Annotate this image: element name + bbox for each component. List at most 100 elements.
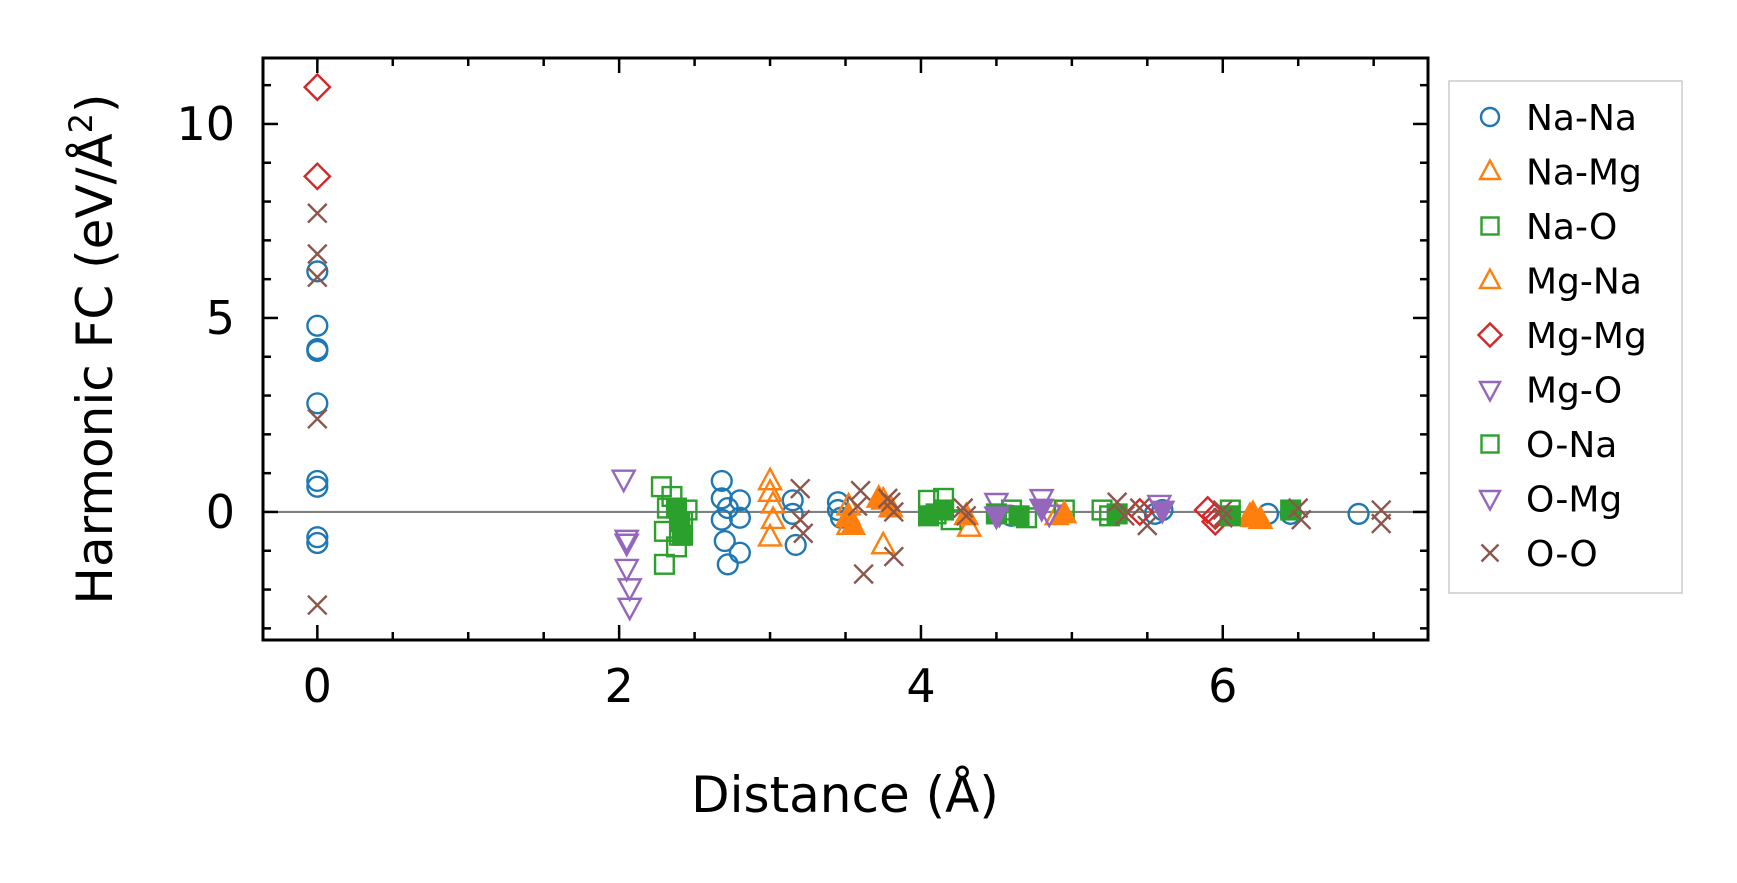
data-point	[710, 508, 733, 531]
data-point	[757, 522, 784, 547]
data-point	[306, 469, 329, 493]
data-point	[616, 597, 643, 622]
x-tick-label: 0	[303, 659, 332, 713]
data-point	[1193, 495, 1223, 525]
data-point	[757, 477, 784, 503]
data-point	[728, 489, 751, 512]
y-axis-title-close: )	[66, 93, 124, 113]
y-tick-label: 10	[176, 97, 235, 151]
series-o-o	[307, 203, 1392, 616]
data-point	[790, 509, 811, 530]
data-point	[1247, 505, 1274, 530]
data-point	[793, 523, 814, 544]
legend-marker	[1476, 321, 1504, 349]
data-point	[1288, 497, 1309, 519]
data-point	[953, 501, 980, 526]
data-point	[716, 553, 739, 576]
legend-item-o-na: O-Na	[1480, 425, 1617, 466]
data-point	[1212, 507, 1233, 528]
legend-label: Na-O	[1526, 207, 1617, 248]
legend-label: Mg-Mg	[1526, 316, 1647, 357]
series-mg-mg	[302, 72, 1230, 537]
data-point	[728, 506, 751, 529]
data-point	[728, 541, 751, 564]
legend-item-o-o: O-O	[1480, 534, 1598, 575]
series-mg-na	[835, 483, 1274, 535]
tick-labels: 0 2 4 6 0 5 10	[176, 97, 1237, 713]
legend-label: Na-Na	[1526, 98, 1637, 139]
data-points	[302, 72, 1392, 622]
data-point	[307, 267, 328, 288]
data-point	[1371, 513, 1392, 534]
data-point	[616, 578, 643, 603]
data-point	[1137, 515, 1158, 536]
legend-marker	[1477, 489, 1503, 513]
data-point	[306, 392, 329, 415]
data-point	[853, 563, 874, 585]
legend-label: O-O	[1526, 534, 1598, 575]
x-tick-label: 4	[906, 659, 935, 713]
data-point	[306, 526, 329, 549]
x-tick-label: 2	[604, 659, 633, 713]
data-point	[790, 478, 811, 499]
data-point	[613, 558, 640, 583]
data-point	[1008, 505, 1030, 527]
legend-item-mg-na: Mg-Na	[1477, 262, 1642, 303]
data-point	[306, 475, 329, 498]
data-point	[671, 524, 694, 546]
data-point	[307, 203, 328, 224]
legend-marker	[1480, 543, 1500, 563]
legend-label: Mg-O	[1526, 371, 1622, 412]
axis-ticks	[263, 58, 1428, 640]
plot-frame	[261, 56, 1430, 642]
data-point	[302, 161, 332, 191]
data-point	[1028, 498, 1055, 523]
data-point	[307, 408, 328, 430]
legend-item-na-na: Na-Na	[1479, 98, 1637, 139]
legend-item-mg-o: Mg-O	[1477, 371, 1622, 412]
data-point	[613, 529, 640, 554]
data-point	[1149, 500, 1176, 525]
data-point	[306, 531, 329, 555]
data-point	[710, 469, 733, 493]
data-point	[983, 506, 1010, 531]
data-point	[883, 501, 904, 523]
y-tick-label: 0	[206, 485, 235, 539]
data-point	[933, 499, 955, 521]
data-point	[1129, 497, 1150, 519]
legend-marker	[1477, 380, 1503, 404]
data-point	[760, 505, 787, 530]
data-point	[713, 529, 736, 553]
data-point	[1212, 499, 1233, 521]
data-point	[781, 502, 804, 526]
data-point	[1291, 509, 1312, 530]
legend-item-na-mg: Na-Mg	[1477, 153, 1642, 194]
legend-item-o-mg: O-Mg	[1477, 480, 1622, 521]
legend-label: O-Na	[1526, 425, 1617, 466]
data-point	[307, 594, 328, 616]
legend-items: Na-Na Na-Mg Na-O Mg-Na Mg-Mg Mg-O O-Na O-Mg O-O	[1476, 98, 1647, 575]
data-point	[306, 314, 329, 337]
legend-label: Mg-Na	[1526, 262, 1642, 303]
x-tick-label: 6	[1208, 659, 1237, 713]
y-axis-title-main: Harmonic FC (eV/Å	[66, 133, 124, 604]
y-axis-title-superscript: 2	[62, 113, 100, 133]
legend: Na-Na Na-Mg Na-O Mg-Na Mg-Mg Mg-O O-Na O-Mg O-O	[1448, 80, 1683, 594]
data-point	[1347, 502, 1370, 526]
data-point	[784, 533, 807, 557]
x-axis-title: Distance (Å)	[691, 766, 999, 824]
legend-marker	[1479, 106, 1501, 128]
data-point	[610, 469, 637, 494]
legend-item-mg-mg: Mg-Mg	[1476, 316, 1647, 357]
data-point	[956, 505, 977, 527]
data-point	[883, 546, 904, 567]
data-point	[760, 489, 787, 514]
data-point	[302, 72, 332, 102]
data-point	[306, 260, 329, 283]
data-point	[870, 530, 897, 555]
data-point	[306, 339, 329, 363]
y-tick-label: 5	[206, 291, 235, 345]
legend-label: O-Mg	[1526, 480, 1622, 521]
data-point	[653, 553, 675, 575]
legend-marker	[1477, 266, 1503, 290]
